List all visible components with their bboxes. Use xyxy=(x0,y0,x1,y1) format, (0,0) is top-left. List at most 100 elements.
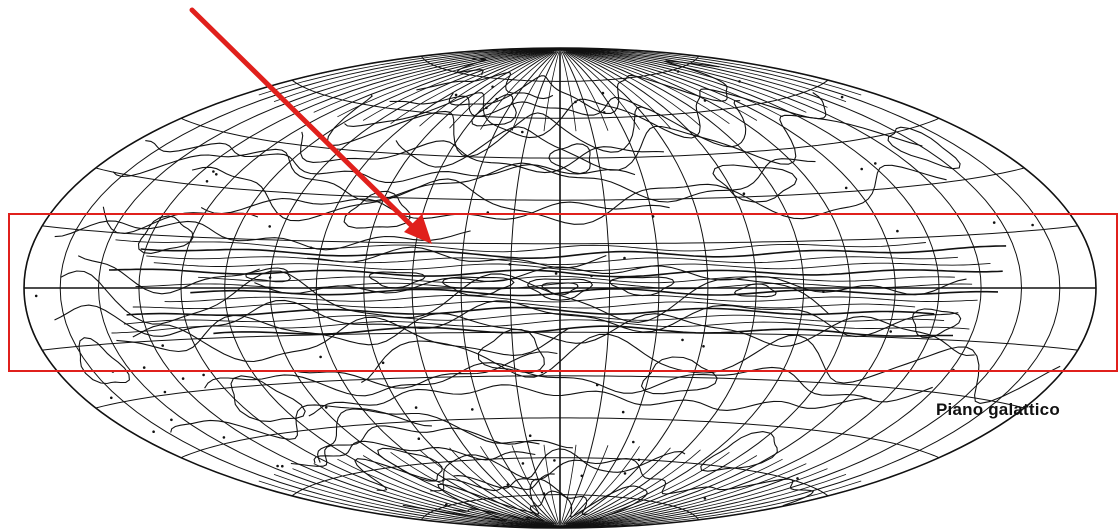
source-dot xyxy=(703,99,707,102)
polar-meridian-line xyxy=(573,50,758,121)
source-dot xyxy=(528,434,532,438)
contour-line xyxy=(254,265,967,296)
polar-meridian-line xyxy=(390,50,548,125)
source-dot xyxy=(381,361,385,365)
contour-line xyxy=(453,457,815,507)
source-dot xyxy=(574,100,577,104)
source-dot xyxy=(580,474,584,478)
polar-meridian-line xyxy=(337,50,545,118)
plane-contour-line xyxy=(146,255,958,266)
source-dot xyxy=(554,272,558,275)
contour-line xyxy=(354,448,686,492)
contour-blob xyxy=(640,356,718,395)
polar-meridian-line xyxy=(543,52,560,132)
contour-line xyxy=(307,246,607,269)
polar-meridian-line xyxy=(390,451,548,526)
polar-meridian-line xyxy=(577,49,828,108)
polar-meridian-line xyxy=(273,474,542,528)
polar-meridian-line xyxy=(577,468,828,527)
source-dot xyxy=(319,355,322,359)
polar-meridian-line xyxy=(543,444,560,524)
source-dot xyxy=(485,106,488,110)
source-dot xyxy=(309,246,313,250)
polar-meridian-line xyxy=(570,51,701,127)
plane-contour-line xyxy=(164,294,978,303)
source-dot xyxy=(553,459,556,462)
source-dot xyxy=(542,492,546,495)
polar-meridian-line xyxy=(258,480,542,528)
source-dot xyxy=(623,256,626,260)
source-dot xyxy=(215,173,218,176)
contour-blob xyxy=(477,328,545,373)
source-dot xyxy=(681,338,684,342)
source-dot xyxy=(822,290,825,294)
polar-meridian-line xyxy=(578,48,862,96)
polar-meridian-line xyxy=(480,51,555,130)
parallel-line xyxy=(180,417,940,459)
polar-meridian-line xyxy=(575,458,783,526)
source-dot xyxy=(268,225,272,228)
contour-line xyxy=(290,425,573,467)
plane-contour-line xyxy=(108,268,1003,278)
contour-line xyxy=(402,478,648,522)
polar-meridian-line xyxy=(578,48,847,102)
plane-contour-line xyxy=(140,245,1007,259)
source-dot xyxy=(268,276,272,279)
source-dot xyxy=(602,111,606,114)
contour-blob xyxy=(230,375,306,422)
source-dot xyxy=(222,436,226,439)
source-dot xyxy=(590,274,593,278)
polar-meridian-line xyxy=(573,455,758,526)
contour-blob xyxy=(541,282,579,296)
polar-meridian-line xyxy=(449,447,553,525)
contour-line xyxy=(416,71,554,100)
contour-line xyxy=(116,312,975,357)
source-dot xyxy=(152,430,155,434)
polar-meridian-line xyxy=(578,480,862,528)
parallel-line xyxy=(291,457,829,497)
source-dot xyxy=(414,406,418,409)
source-dot xyxy=(637,458,641,462)
source-dot xyxy=(742,192,746,195)
source-dot xyxy=(595,383,599,387)
contour-line xyxy=(344,88,827,139)
polar-meridian-line xyxy=(565,446,640,525)
polar-meridian-line xyxy=(292,49,543,108)
polar-meridian-line xyxy=(567,447,671,525)
parallel-line xyxy=(42,331,1078,351)
contour-blob xyxy=(441,276,515,297)
source-dot xyxy=(276,464,279,468)
source-dot xyxy=(651,215,655,218)
source-dot xyxy=(110,396,113,400)
contour-blob xyxy=(377,447,443,482)
polar-meridian-line xyxy=(565,51,640,130)
polar-meridian-line xyxy=(560,52,577,132)
contour-line xyxy=(145,140,636,183)
source-dot xyxy=(417,437,421,441)
polar-meridian-line xyxy=(578,474,847,528)
contour-line xyxy=(430,473,555,492)
source-dot xyxy=(491,85,494,89)
contour-blob xyxy=(343,190,411,229)
source-dot xyxy=(205,180,209,183)
source-dot xyxy=(508,263,512,266)
source-dot xyxy=(840,95,844,99)
source-dot xyxy=(471,408,474,411)
source-dot xyxy=(992,221,996,224)
contour-blob xyxy=(245,267,291,283)
intensity-contours xyxy=(34,57,1061,522)
source-dot xyxy=(601,91,605,95)
source-dot xyxy=(796,477,799,480)
contour-blob xyxy=(733,283,777,298)
source-dot xyxy=(521,130,524,134)
parallel-line xyxy=(95,167,1025,201)
source-dot xyxy=(495,97,499,101)
source-dot xyxy=(161,344,164,347)
polar-meridian-line xyxy=(576,463,807,527)
contour-line xyxy=(448,60,728,114)
contour-line xyxy=(395,114,923,171)
polar-meridian-line xyxy=(567,51,671,129)
source-dot xyxy=(34,294,38,298)
source-dot xyxy=(281,464,284,468)
